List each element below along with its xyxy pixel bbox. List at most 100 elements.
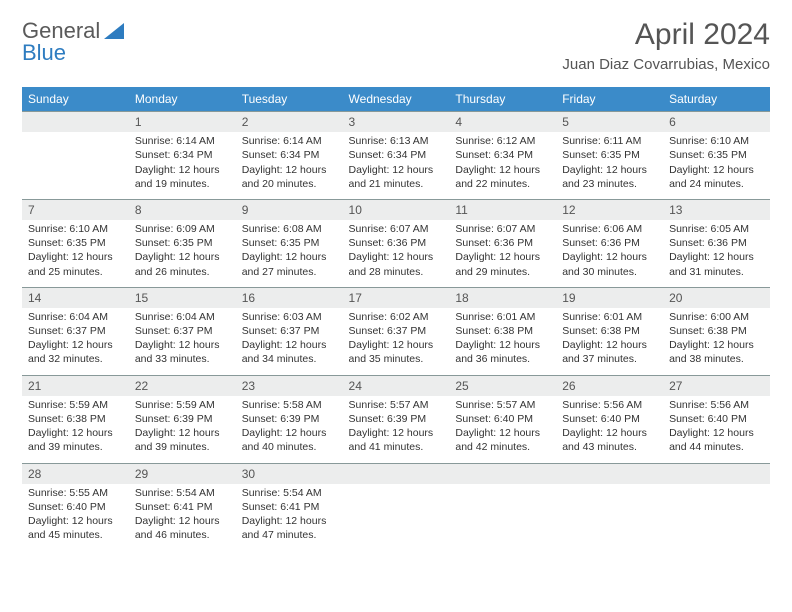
brand-part2: Blue bbox=[22, 40, 66, 66]
daylight-text: Daylight: 12 hours bbox=[562, 250, 657, 264]
sunrise-text: Sunrise: 6:07 AM bbox=[349, 222, 444, 236]
daylight-text: Daylight: 12 hours bbox=[455, 426, 550, 440]
daylight-text: Daylight: 12 hours bbox=[562, 163, 657, 177]
daylight-text-2: and 45 minutes. bbox=[28, 528, 123, 542]
sunset-text: Sunset: 6:39 PM bbox=[242, 412, 337, 426]
sunset-text: Sunset: 6:36 PM bbox=[562, 236, 657, 250]
day-data-cell: Sunrise: 5:55 AMSunset: 6:40 PMDaylight:… bbox=[22, 484, 129, 551]
day-number-cell: 2 bbox=[236, 112, 343, 133]
sunset-text: Sunset: 6:35 PM bbox=[562, 148, 657, 162]
day-data-cell: Sunrise: 6:14 AMSunset: 6:34 PMDaylight:… bbox=[129, 132, 236, 199]
day-number-cell: 14 bbox=[22, 287, 129, 308]
daylight-text-2: and 36 minutes. bbox=[455, 352, 550, 366]
daylight-text-2: and 47 minutes. bbox=[242, 528, 337, 542]
daylight-text: Daylight: 12 hours bbox=[669, 250, 764, 264]
daylight-text-2: and 30 minutes. bbox=[562, 265, 657, 279]
day-data-cell: Sunrise: 6:11 AMSunset: 6:35 PMDaylight:… bbox=[556, 132, 663, 199]
daylight-text: Daylight: 12 hours bbox=[669, 338, 764, 352]
daylight-text-2: and 34 minutes. bbox=[242, 352, 337, 366]
day-data-cell: Sunrise: 6:04 AMSunset: 6:37 PMDaylight:… bbox=[22, 308, 129, 375]
daylight-text: Daylight: 12 hours bbox=[455, 338, 550, 352]
day-data-cell: Sunrise: 6:14 AMSunset: 6:34 PMDaylight:… bbox=[236, 132, 343, 199]
sunset-text: Sunset: 6:34 PM bbox=[242, 148, 337, 162]
day-data-cell: Sunrise: 5:57 AMSunset: 6:40 PMDaylight:… bbox=[449, 396, 556, 463]
sunset-text: Sunset: 6:36 PM bbox=[349, 236, 444, 250]
sunrise-text: Sunrise: 6:14 AM bbox=[242, 134, 337, 148]
sunset-text: Sunset: 6:36 PM bbox=[669, 236, 764, 250]
day-data-cell: Sunrise: 6:01 AMSunset: 6:38 PMDaylight:… bbox=[556, 308, 663, 375]
daylight-text-2: and 37 minutes. bbox=[562, 352, 657, 366]
sunrise-text: Sunrise: 5:59 AM bbox=[28, 398, 123, 412]
daylight-text: Daylight: 12 hours bbox=[28, 426, 123, 440]
day-data-cell: Sunrise: 6:00 AMSunset: 6:38 PMDaylight:… bbox=[663, 308, 770, 375]
day-number-cell: 20 bbox=[663, 287, 770, 308]
daylight-text: Daylight: 12 hours bbox=[349, 163, 444, 177]
sunrise-text: Sunrise: 6:05 AM bbox=[669, 222, 764, 236]
daylight-text: Daylight: 12 hours bbox=[455, 250, 550, 264]
sunset-text: Sunset: 6:34 PM bbox=[135, 148, 230, 162]
daylight-text: Daylight: 12 hours bbox=[349, 338, 444, 352]
sunset-text: Sunset: 6:37 PM bbox=[349, 324, 444, 338]
sunset-text: Sunset: 6:35 PM bbox=[28, 236, 123, 250]
weekday-header: Thursday bbox=[449, 87, 556, 112]
daylight-text: Daylight: 12 hours bbox=[669, 163, 764, 177]
day-number-cell: 25 bbox=[449, 375, 556, 396]
daylight-text: Daylight: 12 hours bbox=[28, 338, 123, 352]
sunset-text: Sunset: 6:40 PM bbox=[28, 500, 123, 514]
daylight-text: Daylight: 12 hours bbox=[242, 163, 337, 177]
sunset-text: Sunset: 6:39 PM bbox=[349, 412, 444, 426]
sunset-text: Sunset: 6:38 PM bbox=[562, 324, 657, 338]
daylight-text: Daylight: 12 hours bbox=[135, 514, 230, 528]
day-data-cell: Sunrise: 6:06 AMSunset: 6:36 PMDaylight:… bbox=[556, 220, 663, 287]
weekday-header-row: Sunday Monday Tuesday Wednesday Thursday… bbox=[22, 87, 770, 112]
day-number-cell: 19 bbox=[556, 287, 663, 308]
day-number-cell: 24 bbox=[343, 375, 450, 396]
day-data-row: Sunrise: 6:10 AMSunset: 6:35 PMDaylight:… bbox=[22, 220, 770, 287]
day-number-cell: 7 bbox=[22, 199, 129, 220]
day-data-cell: Sunrise: 6:07 AMSunset: 6:36 PMDaylight:… bbox=[449, 220, 556, 287]
day-number-cell: 18 bbox=[449, 287, 556, 308]
day-data-cell: Sunrise: 5:58 AMSunset: 6:39 PMDaylight:… bbox=[236, 396, 343, 463]
day-number-cell: 21 bbox=[22, 375, 129, 396]
daylight-text: Daylight: 12 hours bbox=[669, 426, 764, 440]
day-data-cell: Sunrise: 6:08 AMSunset: 6:35 PMDaylight:… bbox=[236, 220, 343, 287]
sunrise-text: Sunrise: 6:07 AM bbox=[455, 222, 550, 236]
sunrise-text: Sunrise: 5:56 AM bbox=[562, 398, 657, 412]
weekday-header: Wednesday bbox=[343, 87, 450, 112]
location-label: Juan Diaz Covarrubias, Mexico bbox=[562, 56, 770, 73]
sunset-text: Sunset: 6:37 PM bbox=[242, 324, 337, 338]
daylight-text-2: and 39 minutes. bbox=[135, 440, 230, 454]
weekday-header: Saturday bbox=[663, 87, 770, 112]
daylight-text-2: and 22 minutes. bbox=[455, 177, 550, 191]
daylight-text: Daylight: 12 hours bbox=[349, 426, 444, 440]
daylight-text: Daylight: 12 hours bbox=[242, 338, 337, 352]
sunrise-text: Sunrise: 6:12 AM bbox=[455, 134, 550, 148]
sunset-text: Sunset: 6:40 PM bbox=[455, 412, 550, 426]
day-number-cell: 23 bbox=[236, 375, 343, 396]
sunset-text: Sunset: 6:34 PM bbox=[349, 148, 444, 162]
day-data-row: Sunrise: 6:14 AMSunset: 6:34 PMDaylight:… bbox=[22, 132, 770, 199]
sunrise-text: Sunrise: 6:10 AM bbox=[669, 134, 764, 148]
sunset-text: Sunset: 6:35 PM bbox=[135, 236, 230, 250]
day-data-cell: Sunrise: 6:10 AMSunset: 6:35 PMDaylight:… bbox=[663, 132, 770, 199]
sunrise-text: Sunrise: 5:59 AM bbox=[135, 398, 230, 412]
daylight-text-2: and 39 minutes. bbox=[28, 440, 123, 454]
daylight-text-2: and 26 minutes. bbox=[135, 265, 230, 279]
daylight-text: Daylight: 12 hours bbox=[455, 163, 550, 177]
day-data-cell: Sunrise: 5:59 AMSunset: 6:38 PMDaylight:… bbox=[22, 396, 129, 463]
daylight-text: Daylight: 12 hours bbox=[28, 250, 123, 264]
sunrise-text: Sunrise: 6:04 AM bbox=[28, 310, 123, 324]
sunrise-text: Sunrise: 5:57 AM bbox=[349, 398, 444, 412]
sunrise-text: Sunrise: 6:04 AM bbox=[135, 310, 230, 324]
calendar-table: Sunday Monday Tuesday Wednesday Thursday… bbox=[22, 87, 770, 550]
sunset-text: Sunset: 6:38 PM bbox=[28, 412, 123, 426]
day-data-cell: Sunrise: 5:57 AMSunset: 6:39 PMDaylight:… bbox=[343, 396, 450, 463]
day-number-row: 282930 bbox=[22, 463, 770, 484]
page-header: General April 2024 Juan Diaz Covarrubias… bbox=[22, 18, 770, 73]
logo-triangle-icon bbox=[104, 23, 124, 39]
weekday-header: Friday bbox=[556, 87, 663, 112]
daylight-text: Daylight: 12 hours bbox=[28, 514, 123, 528]
sunrise-text: Sunrise: 5:54 AM bbox=[242, 486, 337, 500]
day-data-cell: Sunrise: 6:10 AMSunset: 6:35 PMDaylight:… bbox=[22, 220, 129, 287]
sunrise-text: Sunrise: 6:01 AM bbox=[455, 310, 550, 324]
